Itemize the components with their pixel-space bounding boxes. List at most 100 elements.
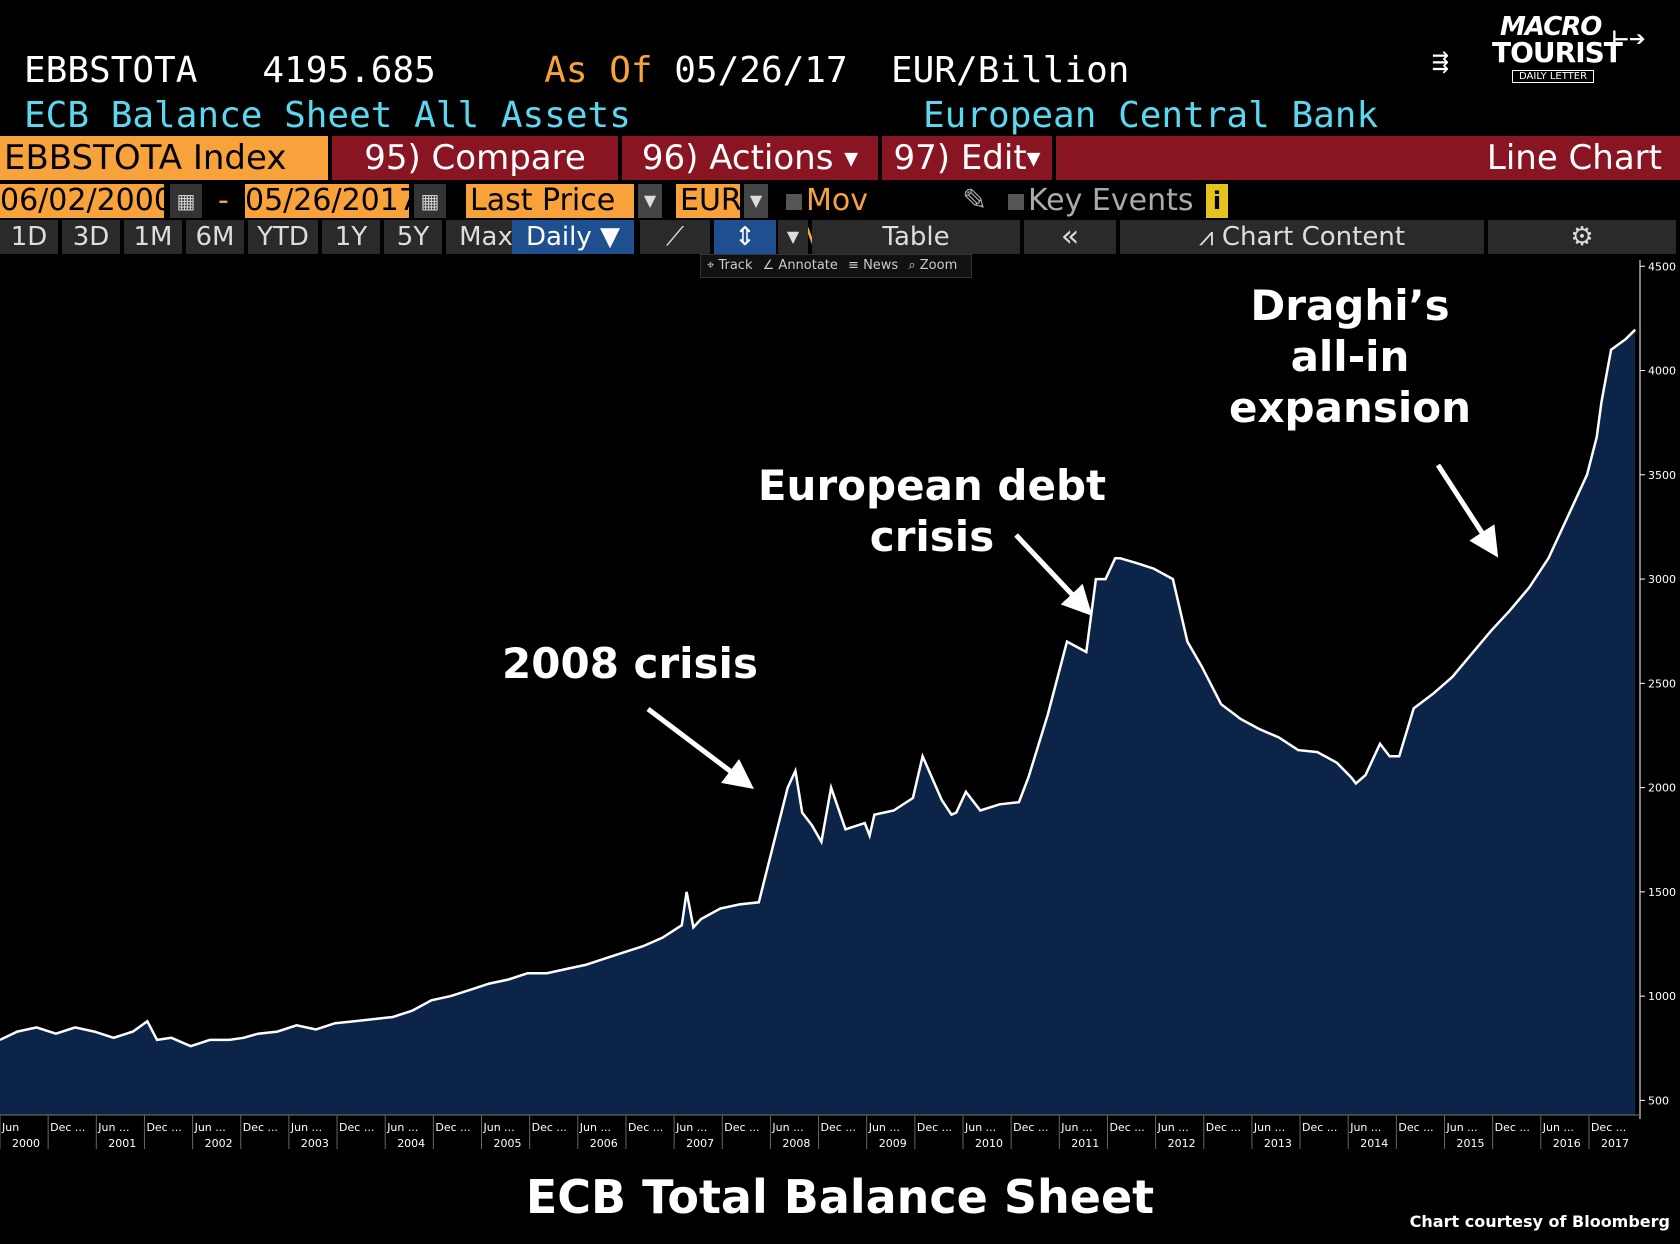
logo-line3: DAILY LETTER bbox=[1512, 70, 1595, 83]
y-tick: 500 bbox=[1640, 1094, 1669, 1107]
crosshair-icon[interactable]: ⇕ bbox=[714, 220, 776, 254]
frequency-select[interactable]: Daily ▼ bbox=[512, 220, 634, 254]
table-button[interactable]: Table bbox=[812, 220, 1020, 254]
header-line: EBBSTOTA 4195.685 As Of 05/26/17 EUR/Bil… bbox=[24, 50, 1129, 91]
last-value: 4195.685 bbox=[262, 50, 436, 91]
x-tick-label: Dec ... bbox=[435, 1121, 470, 1134]
period-button[interactable]: 3D bbox=[62, 220, 120, 254]
y-tick-label: 3500 bbox=[1648, 469, 1676, 482]
x-tick-year: 2010 bbox=[975, 1137, 1003, 1150]
x-tick-label: Jun ... bbox=[483, 1121, 515, 1134]
x-tick-label: Jun ... bbox=[290, 1121, 322, 1134]
logo-line1: MACRO bbox=[1500, 12, 1602, 42]
chart-content-button[interactable]: ⩘ Chart Content bbox=[1120, 220, 1484, 254]
footer-title: ECB Total Balance Sheet bbox=[525, 1170, 1155, 1224]
macro-tourist-logo: ⇶ MACRO TOURIST DAILY LETTER ⊢➔ bbox=[1432, 12, 1652, 90]
annotate-label: Annotate bbox=[778, 258, 838, 273]
x-tick: Jun ... 2006 bbox=[577, 1115, 618, 1150]
start-date-field[interactable]: 06/02/2000 bbox=[0, 183, 173, 218]
currency-select[interactable]: EUR bbox=[676, 184, 742, 218]
series-description: ECB Balance Sheet All Assets bbox=[24, 95, 631, 136]
period-button[interactable]: 5Y bbox=[384, 220, 442, 254]
y-tick-label: 2500 bbox=[1648, 677, 1676, 690]
x-tick: Dec ... bbox=[1492, 1115, 1530, 1149]
x-tick-label: Jun ... bbox=[1542, 1121, 1574, 1134]
x-tick-year: 2017 bbox=[1601, 1137, 1629, 1150]
y-tick-label: 1500 bbox=[1648, 886, 1676, 899]
x-tick-label: Dec ... bbox=[1109, 1121, 1144, 1134]
zoom-button[interactable]: ⌕ Zoom bbox=[908, 258, 958, 273]
x-tick-label: Dec ... bbox=[50, 1121, 85, 1134]
info-icon[interactable]: i bbox=[1206, 184, 1228, 218]
x-tick: Dec ... bbox=[432, 1115, 471, 1149]
calendar-icon[interactable]: ▦ bbox=[170, 184, 202, 218]
dropdown-arrow-icon[interactable]: ▼ bbox=[638, 184, 662, 218]
x-tick: Jun ... 2004 bbox=[384, 1115, 425, 1150]
series-line bbox=[0, 328, 1637, 1048]
x-tick-label: Jun ... bbox=[1253, 1121, 1285, 1134]
y-tick: 1000 bbox=[1640, 990, 1676, 1003]
collapse-icon[interactable]: « bbox=[1024, 220, 1116, 254]
x-tick-year: 2006 bbox=[590, 1137, 618, 1150]
period-button[interactable]: YTD bbox=[248, 220, 318, 254]
logo-arrow-left-icon: ⇶ bbox=[1432, 44, 1449, 77]
period-button[interactable]: 1M bbox=[124, 220, 182, 254]
x-tick: Dec ... bbox=[721, 1115, 760, 1149]
y-tick-label: 500 bbox=[1648, 1094, 1669, 1107]
end-date-field[interactable]: 05/26/2017 bbox=[245, 183, 418, 218]
compare-button[interactable]: 95) Compare bbox=[332, 136, 618, 180]
track-button[interactable]: ⌖ Track bbox=[707, 258, 753, 273]
mov-avgs-toggle[interactable]: Mov Avgs bbox=[786, 184, 946, 252]
chart-type-label[interactable]: Line Chart bbox=[1056, 136, 1680, 180]
x-tick-label: Dec ... bbox=[243, 1121, 278, 1134]
x-tick-label: Dec ... bbox=[1013, 1121, 1048, 1134]
actions-label: 96) Actions bbox=[641, 138, 834, 178]
annotate-button[interactable]: ∠ Annotate bbox=[762, 258, 838, 273]
x-tick-year: 2016 bbox=[1553, 1137, 1581, 1150]
x-tick-label: Jun ... bbox=[771, 1121, 803, 1134]
annotation-line: expansion bbox=[1228, 383, 1472, 432]
as-of-date: 05/26/17 bbox=[674, 50, 848, 91]
settings-icon[interactable]: ⚙ bbox=[1488, 220, 1676, 254]
dropdown-arrow-icon[interactable]: ▼ bbox=[778, 220, 808, 254]
pencil-icon[interactable]: ✎ bbox=[962, 183, 988, 218]
series-area bbox=[0, 329, 1636, 1115]
annotation-draghi-expansion: Draghi’s all-in expansion bbox=[1215, 280, 1485, 433]
key-events-toggle[interactable]: Key Events bbox=[1008, 184, 1208, 218]
x-tick-label: Jun bbox=[1, 1121, 19, 1134]
actions-menu[interactable]: 96) Actions ▼ bbox=[622, 136, 878, 180]
x-tick-year: 2011 bbox=[1071, 1137, 1099, 1150]
x-tick: Jun ... 2007 bbox=[673, 1115, 714, 1150]
calendar-icon[interactable]: ▦ bbox=[414, 184, 446, 218]
source-label: European Central Bank bbox=[923, 95, 1379, 136]
news-button[interactable]: ≡ News bbox=[848, 258, 899, 273]
period-button[interactable]: 1Y bbox=[322, 220, 380, 254]
chart-content-icon: ⩘ bbox=[1198, 222, 1222, 252]
x-tick-label: Jun ... bbox=[964, 1121, 996, 1134]
dropdown-arrow-icon[interactable]: ▼ bbox=[744, 184, 768, 218]
x-tick: Jun ... 2013 bbox=[1251, 1115, 1292, 1150]
line-chart-icon[interactable]: ⟋ bbox=[640, 220, 710, 254]
footer-credit: Chart courtesy of Bloomberg bbox=[1409, 1212, 1670, 1231]
x-tick: Jun ... 2010 bbox=[962, 1115, 1003, 1150]
x-tick: Dec ... bbox=[143, 1115, 182, 1149]
price-field-select[interactable]: Last Price bbox=[466, 184, 634, 218]
x-tick: Dec ... bbox=[1106, 1115, 1145, 1149]
x-tick-label: Dec ... bbox=[1398, 1121, 1433, 1134]
period-button[interactable]: 6M bbox=[186, 220, 244, 254]
x-tick: Jun ... 2009 bbox=[866, 1115, 907, 1150]
period-button[interactable]: 1D bbox=[0, 220, 58, 254]
x-tick: Dec ... bbox=[1395, 1115, 1434, 1149]
checkbox-icon bbox=[786, 193, 802, 210]
x-tick: Dec ... bbox=[47, 1115, 85, 1149]
y-tick-label: 4500 bbox=[1648, 260, 1676, 273]
balance-sheet-chart[interactable]: 500 1000 1500 2000 2500 3000 3500 4000 4500 Jun 2… bbox=[0, 255, 1680, 1165]
index-field[interactable]: EBBSTOTA Index bbox=[0, 136, 328, 180]
caret-down-icon: ▼ bbox=[844, 148, 859, 170]
edit-menu[interactable]: 97) Edit▼ bbox=[882, 136, 1052, 180]
logo-arrow-right-icon: ⊢➔ bbox=[1612, 22, 1646, 55]
annotation-line: European debt bbox=[757, 461, 1107, 510]
as-of-label: As Of bbox=[544, 50, 653, 91]
x-tick-year: 2003 bbox=[301, 1137, 329, 1150]
caret-down-icon: ▼ bbox=[1026, 148, 1041, 170]
